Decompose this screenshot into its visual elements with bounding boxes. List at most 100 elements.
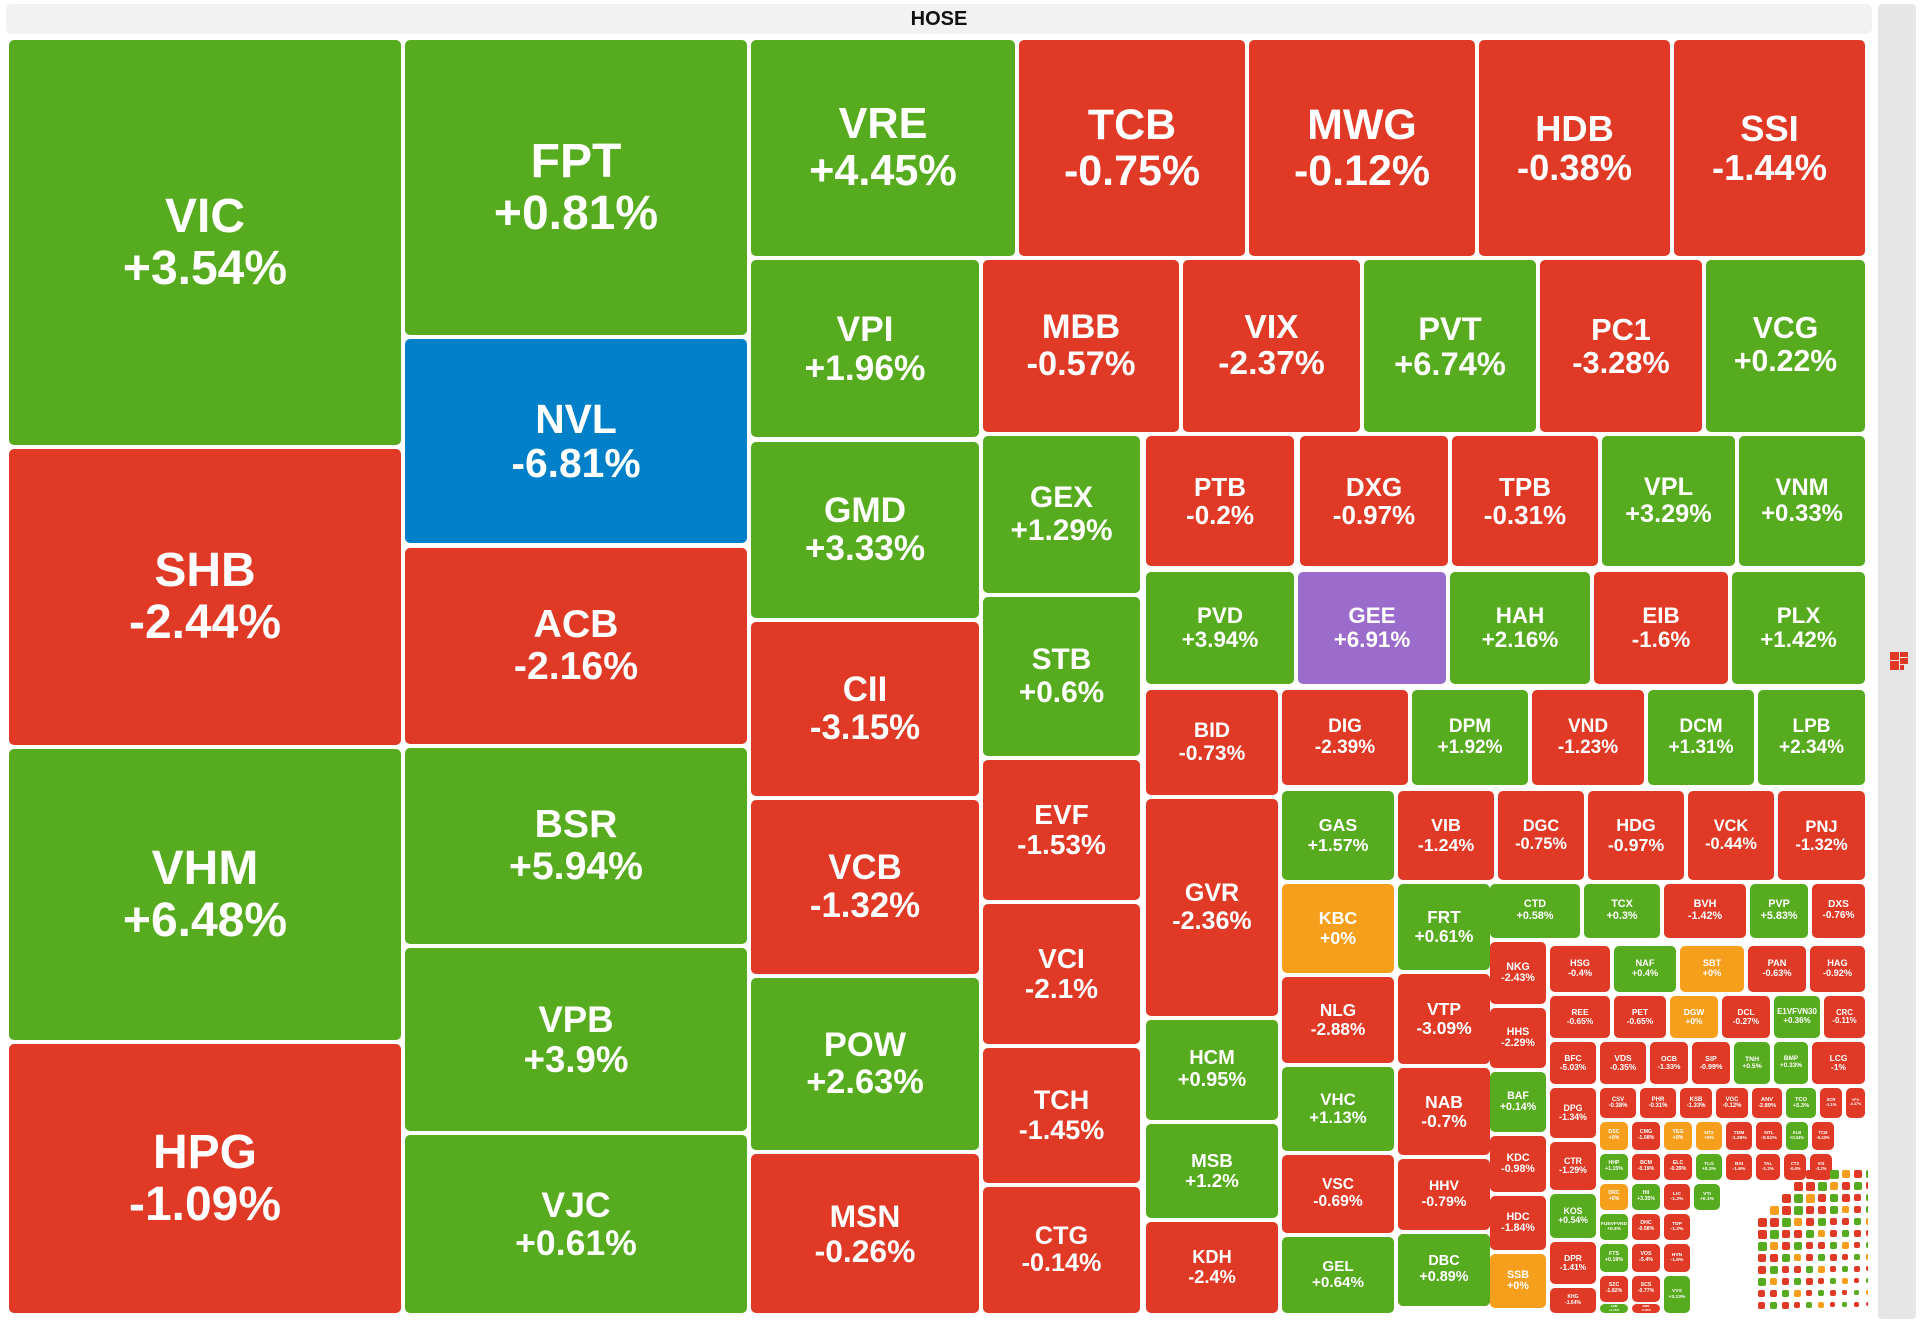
tile-tcm[interactable]: TCM -0.43% <box>1812 1122 1834 1150</box>
tile-dxs[interactable]: DXS -0.76% <box>1812 884 1865 938</box>
tile-acb[interactable]: ACB -2.16% <box>405 548 747 744</box>
tiny-tile[interactable] <box>1782 1230 1790 1238</box>
tile-bvh[interactable]: BVH -1.42% <box>1664 884 1746 938</box>
tile-ocb[interactable]: OCB -1.33% <box>1650 1042 1688 1084</box>
tiny-tile[interactable] <box>1866 1218 1868 1225</box>
tile-hhp[interactable]: HHP +1.15% <box>1600 1154 1628 1180</box>
tile-frt[interactable]: FRT +0.61% <box>1398 884 1490 970</box>
tiny-tile[interactable] <box>1758 1302 1765 1309</box>
tiny-tile[interactable] <box>1830 1242 1837 1249</box>
tiny-tile[interactable] <box>1758 1218 1767 1227</box>
tile-msn[interactable]: MSN -0.26% <box>751 1154 979 1313</box>
tile-vcg[interactable]: VCG +0.22% <box>1706 260 1865 432</box>
tile-lic[interactable]: LIC -1.2% <box>1664 1184 1690 1210</box>
tile-dpg[interactable]: DPG -1.34% <box>1550 1088 1596 1138</box>
tiny-tile[interactable] <box>1854 1242 1860 1248</box>
tiny-tile[interactable] <box>1866 1242 1868 1248</box>
tiny-tile[interactable] <box>1854 1230 1861 1237</box>
tile-dcl[interactable]: DCL -0.27% <box>1722 996 1770 1038</box>
tile-vnm[interactable]: VNM +0.33% <box>1739 436 1865 566</box>
tiny-tile[interactable] <box>1842 1254 1848 1260</box>
tiny-tile[interactable] <box>1842 1206 1849 1213</box>
tile-pnj[interactable]: PNJ -1.32% <box>1778 791 1865 880</box>
treemap-minimap-icon[interactable] <box>1888 650 1910 672</box>
tiny-tile[interactable] <box>1818 1242 1825 1249</box>
tiny-tile[interactable] <box>1854 1218 1861 1225</box>
tile-yeg[interactable]: YEG +0% <box>1664 1122 1692 1150</box>
tiny-tile[interactable] <box>1854 1170 1862 1178</box>
tile-kos[interactable]: KOS +0.54% <box>1550 1194 1596 1238</box>
tile-vpb[interactable]: VPB +3.9% <box>405 948 747 1131</box>
tiny-tile[interactable] <box>1806 1170 1815 1179</box>
tile-vix[interactable]: VIX -2.37% <box>1183 260 1360 432</box>
tiny-tile[interactable] <box>1758 1242 1767 1251</box>
tiny-tile[interactable] <box>1770 1302 1777 1309</box>
tile-nt2[interactable]: NT2 +0% <box>1696 1122 1722 1150</box>
tiny-tile[interactable] <box>1830 1182 1838 1190</box>
tiny-tile[interactable] <box>1842 1230 1849 1237</box>
tile-vpx[interactable]: VPX -0.37% <box>1846 1088 1865 1118</box>
tiny-tile[interactable] <box>1854 1302 1859 1307</box>
tile-vos[interactable]: VOS -5.4% <box>1632 1244 1660 1272</box>
tile-msb[interactable]: MSB +1.2% <box>1146 1124 1278 1218</box>
tiny-tile[interactable] <box>1842 1194 1850 1202</box>
tile-hsg[interactable]: HSG -0.4% <box>1550 946 1610 992</box>
tiny-tile[interactable] <box>1866 1230 1868 1236</box>
tiny-tile[interactable] <box>1782 1302 1789 1309</box>
tiny-tile[interactable] <box>1818 1170 1827 1179</box>
tiny-tile[interactable] <box>1794 1290 1801 1297</box>
tile-ksb[interactable]: KSB -1.33% <box>1680 1088 1712 1118</box>
tile-kdc[interactable]: KDC -0.98% <box>1490 1136 1546 1192</box>
tiny-tile[interactable] <box>1794 1218 1802 1226</box>
tile-sbt[interactable]: SBT +0% <box>1680 946 1744 992</box>
tiny-tile[interactable] <box>1794 1206 1803 1215</box>
tiny-tile[interactable] <box>1842 1290 1847 1295</box>
tiny-tile[interactable] <box>1782 1206 1791 1215</box>
tile-vib[interactable]: VIB -1.24% <box>1398 791 1494 880</box>
tiny-tile[interactable] <box>1806 1302 1812 1308</box>
tiny-tile[interactable] <box>1794 1266 1801 1273</box>
tile-bwe[interactable]: BWE -0.45% <box>1632 1304 1660 1313</box>
tiny-tile[interactable] <box>1854 1206 1861 1213</box>
tiny-tile[interactable] <box>1806 1254 1813 1261</box>
tiny-tile[interactable] <box>1818 1278 1824 1284</box>
tile-dgc[interactable]: DGC -0.75% <box>1498 791 1584 880</box>
tiny-tile[interactable] <box>1842 1302 1847 1307</box>
tiny-tile[interactable] <box>1782 1290 1789 1297</box>
tiny-tile[interactable] <box>1806 1242 1813 1249</box>
tiny-tile[interactable] <box>1842 1182 1850 1190</box>
tile-hdg[interactable]: HDG -0.97% <box>1588 791 1684 880</box>
tile-cii[interactable]: CII -3.15% <box>751 622 979 796</box>
tiny-tile[interactable] <box>1818 1302 1824 1308</box>
tile-kbc[interactable]: KBC +0% <box>1282 884 1394 973</box>
tiny-tile[interactable] <box>1830 1206 1838 1214</box>
tiny-tile[interactable] <box>1782 1218 1791 1227</box>
tiny-tile[interactable] <box>1866 1170 1868 1178</box>
tile-hvn[interactable]: HVN -1.6% <box>1664 1244 1690 1272</box>
tiny-tile[interactable] <box>1866 1266 1868 1271</box>
tile-hpg[interactable]: HPG -1.09% <box>9 1044 401 1313</box>
tiny-tile[interactable] <box>1830 1266 1836 1272</box>
tiny-tile[interactable] <box>1770 1218 1779 1227</box>
tiny-tile[interactable] <box>1794 1278 1801 1285</box>
tile-ntl[interactable]: NTL -0.51% <box>1756 1122 1782 1150</box>
tiny-tile[interactable] <box>1866 1182 1868 1189</box>
tiny-tile[interactable] <box>1782 1254 1790 1262</box>
tiny-tile[interactable] <box>1818 1206 1826 1214</box>
tiny-tile[interactable] <box>1818 1194 1826 1202</box>
tiny-tile[interactable] <box>1818 1230 1825 1237</box>
tile-elc[interactable]: ELC -0.39% <box>1664 1154 1692 1180</box>
tile-hhv[interactable]: HHV -0.79% <box>1398 1159 1490 1230</box>
tiny-tile[interactable] <box>1782 1242 1790 1250</box>
tiny-tile[interactable] <box>1866 1194 1868 1201</box>
tiny-tile[interactable] <box>1794 1242 1802 1250</box>
tile-crc[interactable]: CRC -0.11% <box>1824 996 1865 1038</box>
tile-shb[interactable]: SHB -2.44% <box>9 449 401 745</box>
tiny-tile[interactable] <box>1806 1206 1814 1214</box>
tile-stb[interactable]: STB +0.6% <box>983 597 1140 756</box>
tile-ssb[interactable]: SSB +0% <box>1490 1254 1546 1308</box>
tiny-tile[interactable] <box>1818 1290 1824 1296</box>
tiny-tile[interactable] <box>1770 1266 1778 1274</box>
tile-gee[interactable]: GEE +6.91% <box>1298 572 1446 684</box>
tile-dgw[interactable]: DGW +0% <box>1670 996 1718 1038</box>
